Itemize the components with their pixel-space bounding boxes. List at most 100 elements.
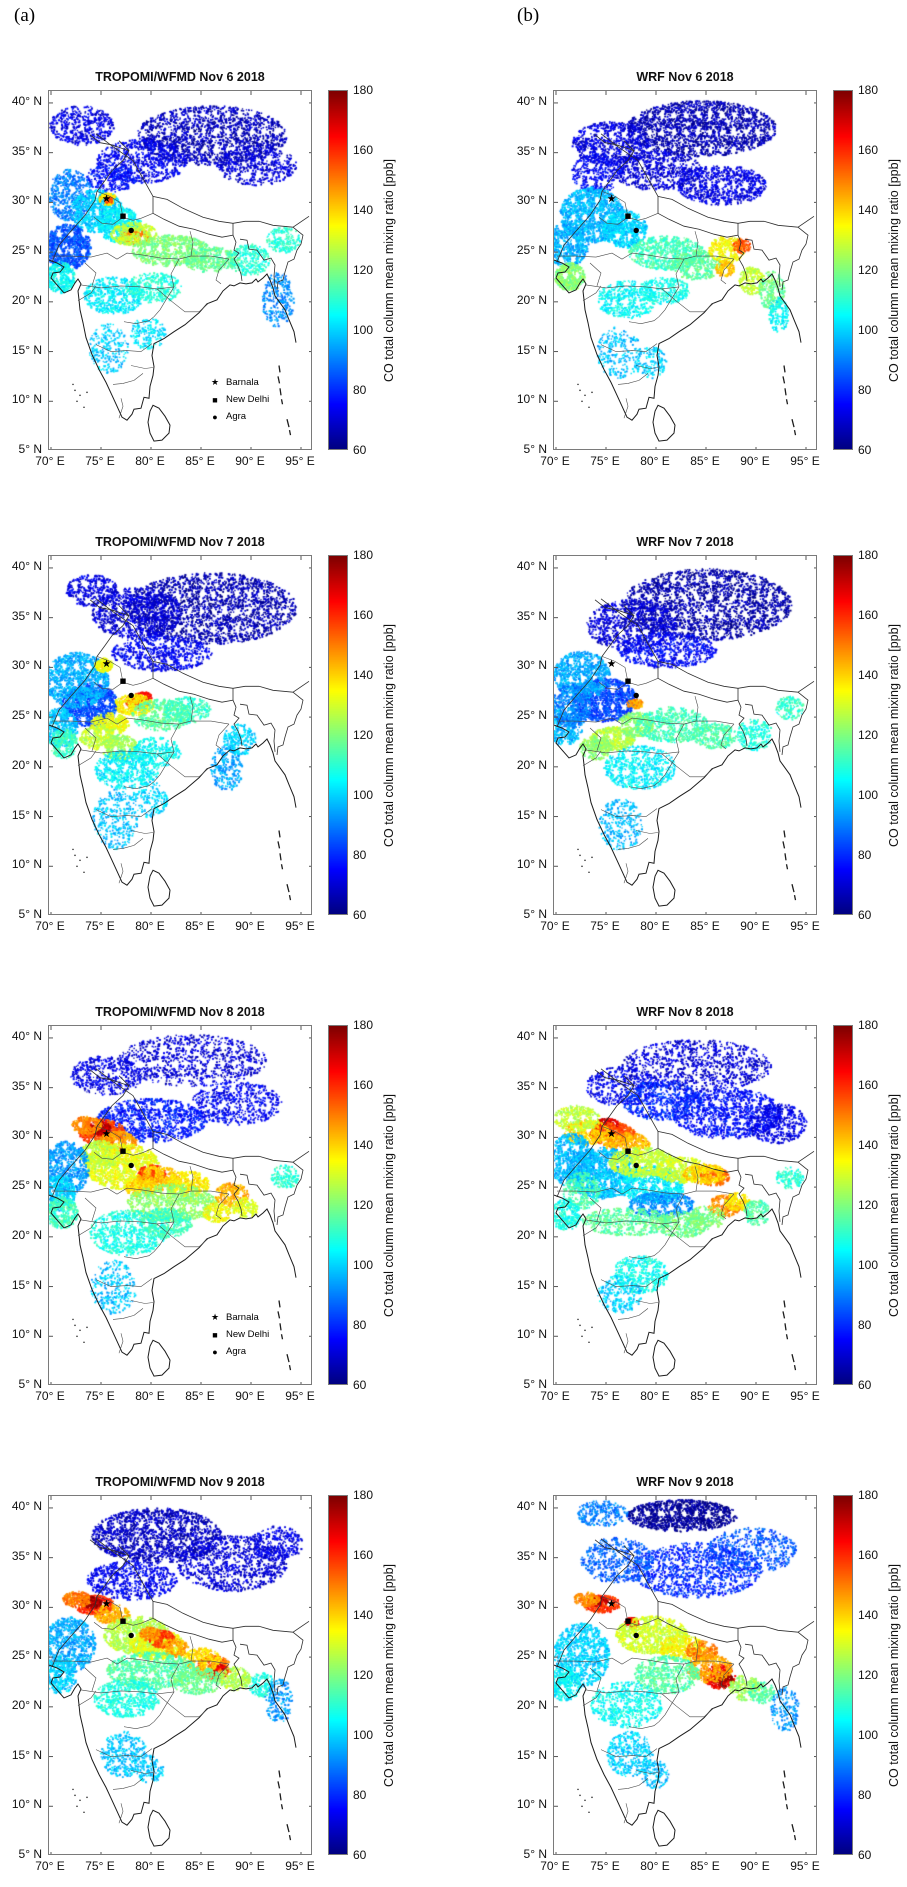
x-tick-label: 85° E xyxy=(185,454,215,468)
x-tick-label: 80° E xyxy=(135,454,165,468)
colorbar-tick-label: 140 xyxy=(353,1138,374,1152)
coastline xyxy=(554,259,802,421)
state-border xyxy=(189,1636,194,1662)
y-tick-label: 25° N xyxy=(11,708,42,723)
colorbar xyxy=(833,555,853,915)
circle-marker-icon: ● xyxy=(212,411,218,422)
state-border xyxy=(720,723,735,750)
island-dot xyxy=(83,871,85,874)
state-border xyxy=(95,343,153,352)
colorbar-tick-label: 120 xyxy=(858,1668,879,1682)
island-dot xyxy=(86,391,88,394)
island-chain xyxy=(277,376,281,384)
island-dot xyxy=(76,1335,78,1338)
island-chain xyxy=(793,1364,797,1371)
state-border xyxy=(627,1618,659,1626)
panel-title: TROPOMI/WFMD Nov 6 2018 xyxy=(95,70,265,84)
island-chain xyxy=(785,1804,789,1810)
x-tick-label: 70° E xyxy=(35,454,65,468)
island-dot xyxy=(74,1794,76,1797)
state-border xyxy=(628,781,660,790)
state-border xyxy=(112,1308,144,1320)
island-chain xyxy=(783,1300,786,1308)
country-border xyxy=(594,1069,635,1087)
colorbar-tick-label: 100 xyxy=(858,788,879,802)
island-dot xyxy=(577,383,579,386)
state-border xyxy=(80,1219,175,1225)
state-border xyxy=(84,262,97,286)
state-border xyxy=(153,1663,180,1722)
country-border xyxy=(594,134,635,152)
colorbar xyxy=(833,1495,853,1855)
city-marker-agra xyxy=(633,1162,639,1169)
island-dot xyxy=(74,854,76,857)
x-tick-label: 95° E xyxy=(285,1389,315,1403)
island-chain xyxy=(791,419,795,428)
state-border xyxy=(156,1223,210,1248)
colorbar-tick-label: 100 xyxy=(858,1728,879,1742)
x-tick-label: 70° E xyxy=(540,454,570,468)
x-tick-label: 80° E xyxy=(135,1859,165,1873)
state-border xyxy=(627,1148,659,1156)
map-legend: ★ Barnala ■ New Delhi ● Agra xyxy=(209,374,269,425)
colorbar-tick-label: 140 xyxy=(858,203,879,217)
x-tick-label: 80° E xyxy=(640,1859,670,1873)
state-border xyxy=(623,863,629,884)
colorbar-tick-label: 60 xyxy=(353,1378,367,1392)
state-border xyxy=(585,749,680,755)
coastline xyxy=(147,1809,171,1847)
country-border xyxy=(781,1631,809,1695)
country-border xyxy=(89,599,130,617)
country-border xyxy=(600,133,815,228)
state-border xyxy=(635,1300,659,1304)
legend-label: New Delhi xyxy=(226,1329,270,1340)
x-tick-label: 75° E xyxy=(85,1389,115,1403)
island-dot xyxy=(588,871,590,874)
legend-label: Barnala xyxy=(226,377,259,388)
colorbar-tick-label: 180 xyxy=(353,548,374,562)
x-tick-label: 70° E xyxy=(35,919,65,933)
island-dot xyxy=(579,1794,581,1797)
country-border xyxy=(232,235,243,281)
island-dot xyxy=(584,1329,586,1332)
island-dot xyxy=(579,389,581,392)
state-border xyxy=(627,213,659,221)
country-border xyxy=(657,1131,739,1173)
y-tick-label: 10° N xyxy=(11,857,42,872)
x-tick-label: 75° E xyxy=(85,1859,115,1873)
circle-marker-icon: ● xyxy=(212,1346,218,1357)
y-tick-label: 15° N xyxy=(516,1747,547,1762)
state-border xyxy=(52,717,230,725)
island-dot xyxy=(584,394,586,397)
y-tick-label: 35° N xyxy=(11,1078,42,1093)
y-tick-label: 15° N xyxy=(11,1747,42,1762)
state-border xyxy=(582,285,602,302)
legend-label: New Delhi xyxy=(226,394,270,405)
colorbar-tick-label: 140 xyxy=(858,668,879,682)
state-border xyxy=(585,284,680,290)
y-tick-label: 20° N xyxy=(11,757,42,772)
colorbar-tick-label: 60 xyxy=(858,1848,872,1862)
state-border xyxy=(118,398,124,419)
state-border xyxy=(694,696,699,722)
y-tick-label: 10° N xyxy=(516,1797,547,1812)
state-border xyxy=(589,262,602,286)
state-border xyxy=(84,727,97,751)
island-dot xyxy=(83,1341,85,1344)
colorbar-gradient xyxy=(834,1496,852,1854)
state-border xyxy=(52,252,230,260)
island-chain xyxy=(277,841,281,849)
y-tick-label: 5° N xyxy=(18,1847,42,1861)
legend-item: ■ New Delhi xyxy=(209,1326,269,1343)
colorbar-tick-label: 160 xyxy=(858,608,879,622)
city-marker-agra xyxy=(128,1162,134,1169)
island-dot xyxy=(581,1335,583,1338)
country-border xyxy=(594,1539,635,1557)
map-plot-area: ★ Barnala ■ New Delhi ● Agra xyxy=(48,1025,312,1385)
colorbar-gradient xyxy=(329,91,347,449)
island-dot xyxy=(72,383,74,386)
state-border xyxy=(661,1223,715,1248)
coastline xyxy=(49,724,297,886)
